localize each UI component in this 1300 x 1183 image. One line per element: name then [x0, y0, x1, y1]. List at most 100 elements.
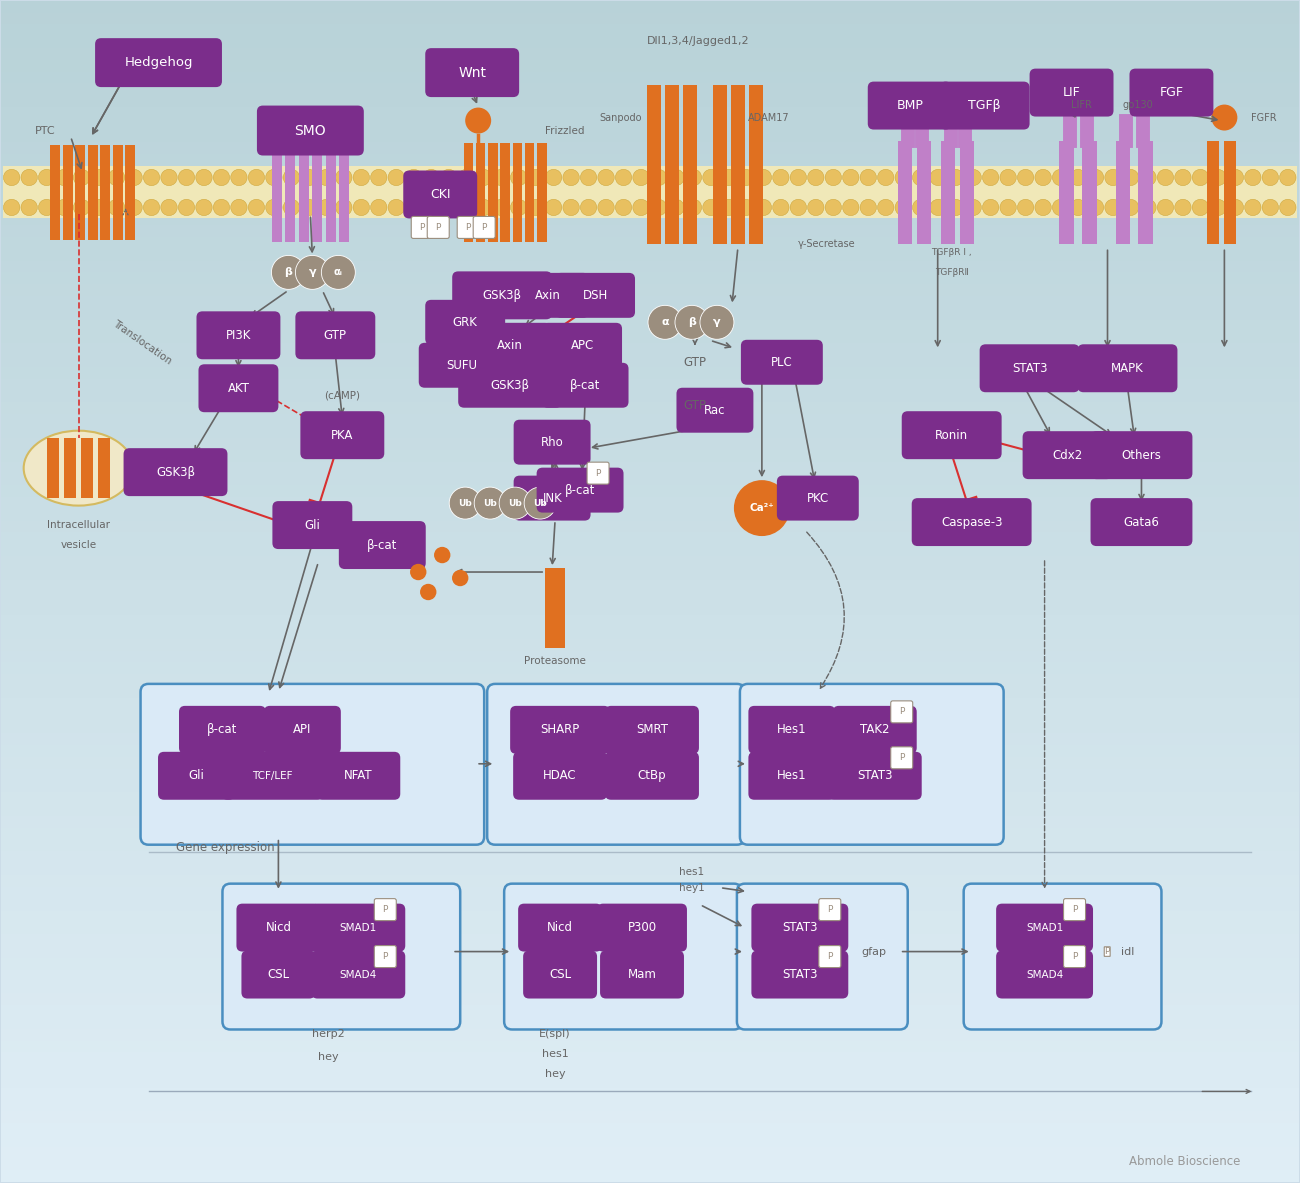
- Text: Axin: Axin: [536, 289, 562, 302]
- Circle shape: [878, 199, 894, 215]
- FancyBboxPatch shape: [537, 467, 624, 512]
- Text: TGFβRⅡ: TGFβRⅡ: [935, 267, 968, 277]
- Bar: [1, 544, 1299, 557]
- Bar: [647, 85, 660, 245]
- Circle shape: [126, 169, 142, 186]
- Circle shape: [1070, 169, 1087, 186]
- Bar: [464, 142, 473, 243]
- FancyBboxPatch shape: [514, 752, 607, 800]
- Circle shape: [563, 199, 580, 215]
- Circle shape: [73, 169, 90, 186]
- Text: P: P: [827, 952, 832, 961]
- Bar: [1, 1123, 1299, 1136]
- FancyBboxPatch shape: [597, 904, 686, 951]
- Text: CKI: CKI: [430, 188, 451, 201]
- Circle shape: [511, 199, 526, 215]
- Text: Intracellular: Intracellular: [47, 521, 110, 530]
- FancyBboxPatch shape: [833, 706, 916, 754]
- Bar: [476, 142, 485, 243]
- FancyBboxPatch shape: [542, 323, 621, 368]
- Circle shape: [441, 169, 456, 186]
- Bar: [1, 95, 1299, 108]
- Circle shape: [546, 199, 562, 215]
- Circle shape: [499, 487, 532, 519]
- Text: SMO: SMO: [295, 123, 326, 137]
- Text: P: P: [900, 754, 905, 762]
- Circle shape: [39, 199, 55, 215]
- Circle shape: [1105, 169, 1121, 186]
- Circle shape: [1087, 199, 1104, 215]
- Circle shape: [633, 169, 649, 186]
- Circle shape: [511, 169, 526, 186]
- FancyBboxPatch shape: [222, 884, 460, 1029]
- Circle shape: [410, 564, 426, 580]
- Circle shape: [755, 169, 772, 186]
- Bar: [1, 225, 1299, 238]
- Circle shape: [230, 199, 247, 215]
- Circle shape: [965, 169, 982, 186]
- Circle shape: [91, 169, 108, 186]
- Circle shape: [265, 199, 282, 215]
- Text: gp130: gp130: [1122, 99, 1153, 110]
- FancyBboxPatch shape: [819, 945, 841, 968]
- Bar: [1, 1029, 1299, 1041]
- Circle shape: [668, 199, 684, 215]
- FancyBboxPatch shape: [604, 706, 699, 754]
- Text: P: P: [827, 905, 832, 914]
- Circle shape: [420, 583, 437, 600]
- Text: Sanpodo: Sanpodo: [599, 112, 642, 123]
- Bar: [1, 189, 1299, 202]
- Bar: [488, 142, 498, 243]
- Bar: [1, 994, 1299, 1006]
- Bar: [1, 450, 1299, 463]
- Circle shape: [283, 169, 299, 186]
- Circle shape: [650, 169, 667, 186]
- Circle shape: [318, 199, 334, 215]
- Circle shape: [1053, 169, 1069, 186]
- Circle shape: [598, 169, 614, 186]
- Circle shape: [755, 199, 772, 215]
- Circle shape: [161, 199, 177, 215]
- Text: idl: idl: [1122, 946, 1135, 957]
- Bar: [1, 781, 1299, 794]
- Text: TAK2: TAK2: [861, 723, 889, 736]
- Bar: [299, 142, 308, 243]
- Text: Nicd: Nicd: [265, 922, 291, 935]
- Text: Ca²⁺: Ca²⁺: [750, 503, 775, 513]
- Bar: [1, 911, 1299, 924]
- Circle shape: [1018, 199, 1034, 215]
- FancyBboxPatch shape: [1130, 69, 1213, 117]
- FancyBboxPatch shape: [312, 951, 406, 998]
- FancyBboxPatch shape: [891, 746, 913, 769]
- Text: GSK3β: GSK3β: [482, 289, 521, 302]
- Text: Hes1: Hes1: [777, 723, 807, 736]
- Bar: [1, 1, 1299, 13]
- FancyBboxPatch shape: [996, 904, 1093, 951]
- Bar: [1139, 141, 1153, 245]
- FancyBboxPatch shape: [411, 216, 433, 239]
- Bar: [1, 722, 1299, 735]
- Circle shape: [108, 199, 125, 215]
- Text: α: α: [662, 317, 668, 328]
- Bar: [87, 144, 98, 240]
- Text: STAT3: STAT3: [783, 968, 818, 981]
- FancyBboxPatch shape: [542, 363, 628, 408]
- Text: CSL: CSL: [268, 968, 290, 981]
- Bar: [81, 438, 94, 498]
- FancyBboxPatch shape: [316, 752, 400, 800]
- Bar: [1, 13, 1299, 25]
- Text: CSL: CSL: [549, 968, 571, 981]
- Text: NFAT: NFAT: [344, 769, 373, 782]
- Circle shape: [790, 199, 806, 215]
- Text: Translocation: Translocation: [112, 318, 174, 367]
- Circle shape: [143, 169, 160, 186]
- Text: SMAD4: SMAD4: [1026, 970, 1063, 980]
- Text: P: P: [420, 222, 425, 232]
- Text: hes1: hes1: [542, 1049, 568, 1060]
- Circle shape: [703, 199, 719, 215]
- Bar: [1, 367, 1299, 380]
- Text: gfap: gfap: [862, 946, 887, 957]
- Text: SMAD1: SMAD1: [339, 923, 377, 932]
- Circle shape: [272, 256, 306, 290]
- Bar: [1, 284, 1299, 297]
